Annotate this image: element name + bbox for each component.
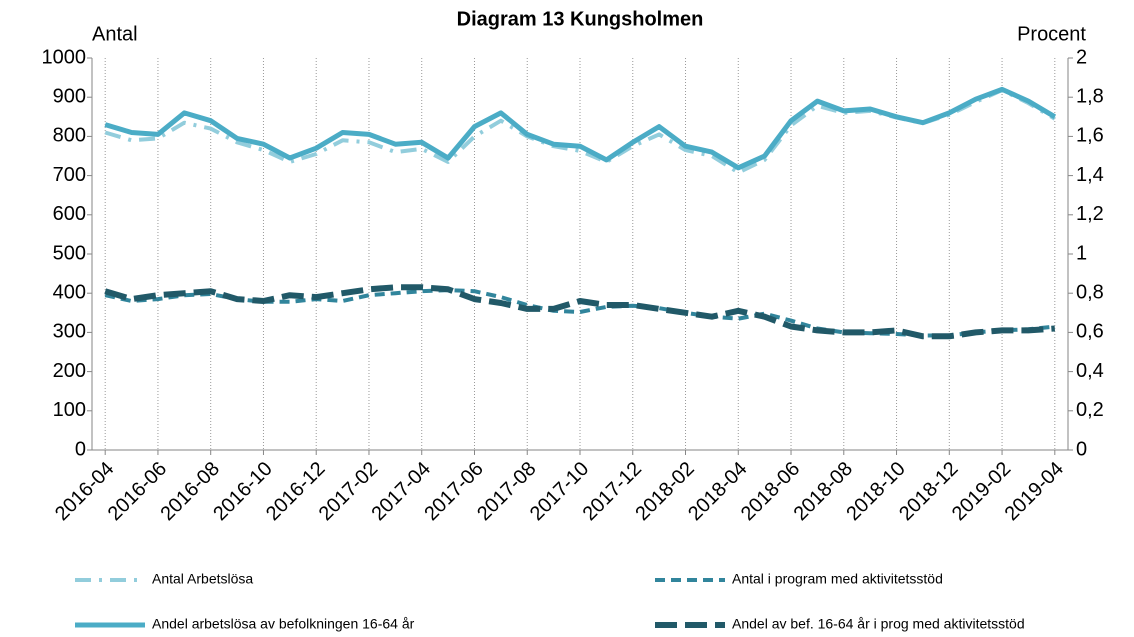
y2-tick-label: 0,8: [1076, 281, 1104, 303]
y2-tick-label: 1,2: [1076, 203, 1104, 225]
y-tick-label: 800: [53, 125, 86, 147]
y2-tick-label: 0: [1076, 438, 1087, 460]
legend-label: Antal i program med aktivitetsstöd: [732, 571, 943, 587]
y-tick-label: 700: [53, 164, 86, 186]
series-line: [104, 284, 1056, 340]
chart-title: Diagram 13 Kungsholmen: [457, 8, 704, 30]
series-line: [104, 288, 1056, 338]
legend-label: Antal Arbetslösa: [152, 571, 253, 587]
y-tick-label: 500: [53, 242, 86, 264]
y2-tick-label: 0,4: [1076, 360, 1104, 382]
y-tick-label: 900: [53, 85, 86, 107]
legend-label: Andel av bef. 16-64 år i prog med aktivi…: [732, 616, 1025, 632]
y2-tick-label: 1,4: [1076, 164, 1104, 186]
legend-label: Andel arbetslösa av befolkningen 16-64 å…: [152, 616, 415, 632]
y-tick-label: 200: [53, 360, 86, 382]
y-tick-label: 600: [53, 203, 86, 225]
y-axis-title: Antal: [92, 23, 138, 45]
y2-tick-label: 1: [1076, 242, 1087, 264]
series-line: [104, 86, 1057, 171]
y2-tick-label: 1,6: [1076, 125, 1104, 147]
y2-tick-label: 2: [1076, 46, 1087, 68]
y-tick-label: 1000: [42, 46, 87, 68]
y2-tick-label: 0,6: [1076, 321, 1104, 343]
y-tick-label: 400: [53, 281, 86, 303]
y2-axis-title: Procent: [1017, 23, 1086, 45]
y-tick-label: 300: [53, 321, 86, 343]
y2-tick-label: 1,8: [1076, 85, 1104, 107]
y-tick-label: 0: [75, 438, 86, 460]
y-tick-label: 100: [53, 399, 86, 421]
x-tick-label: 2019-04: [1001, 458, 1068, 525]
y2-tick-label: 0,2: [1076, 399, 1104, 421]
